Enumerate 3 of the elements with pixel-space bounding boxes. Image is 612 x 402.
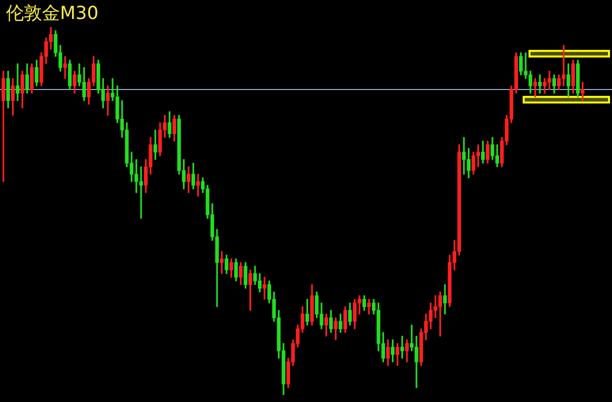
candlestick: [262, 276, 266, 300]
candlestick: [196, 174, 200, 197]
chart-title: 伦敦金M30: [6, 2, 98, 26]
